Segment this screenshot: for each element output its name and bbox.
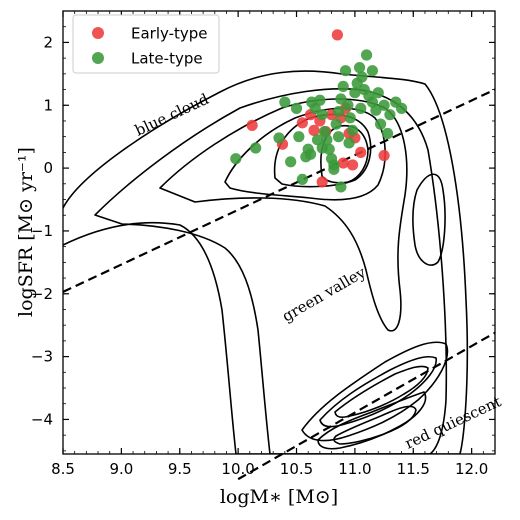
green-valley-label: green valley [279, 263, 369, 326]
point-late-type [384, 109, 396, 121]
point-late-type [374, 118, 387, 130]
point-early-type [296, 117, 308, 129]
point-late-type [250, 142, 262, 154]
point-late-type [285, 156, 297, 168]
plot-frame [62, 10, 496, 455]
x-tick-label: 8.5 [51, 460, 75, 478]
x-axis-title: logM∗ [M⊙] [220, 486, 338, 508]
point-early-type [346, 159, 359, 171]
point-late-type [304, 148, 317, 160]
point-late-type [366, 65, 379, 77]
point-late-type [344, 112, 356, 124]
point-late-type [372, 87, 384, 99]
point-late-type [328, 163, 340, 175]
point-late-type [290, 102, 303, 114]
point-early-type [308, 124, 320, 136]
point-late-type [360, 49, 373, 61]
point-late-type [316, 109, 328, 121]
point-late-type [356, 71, 368, 83]
contour-green-valley [412, 173, 446, 266]
contour-quiescent-5 [333, 405, 417, 445]
point-early-type [337, 157, 349, 169]
point-early-type [355, 146, 367, 158]
legend-marker-early-type [92, 27, 104, 39]
point-late-type [314, 94, 326, 106]
point-late-type [230, 153, 242, 165]
blue-cloud-divider-line [62, 88, 496, 293]
y-axis: 2 1 0 −1 −2 −3 −4 [31, 26, 495, 452]
point-early-type [331, 29, 343, 41]
y-tick-label: −2 [31, 285, 53, 303]
y-tick-label: −1 [31, 222, 53, 240]
point-late-type [378, 99, 390, 111]
x-tick-label: 10.5 [280, 460, 313, 478]
y-tick-label: 1 [43, 96, 53, 114]
y-tick-label: 0 [43, 159, 53, 177]
point-late-type [335, 181, 347, 193]
y-tick-label: −3 [31, 348, 53, 366]
point-late-type [311, 134, 324, 146]
contour-outer [63, 70, 469, 454]
point-late-type [395, 102, 408, 114]
point-late-type [337, 80, 349, 93]
y-tick-label: 2 [43, 33, 53, 51]
red-sequence-divider-line [237, 331, 496, 481]
point-late-type [346, 124, 359, 136]
point-late-type [279, 96, 291, 108]
point-early-type [246, 119, 258, 131]
point-late-type [321, 134, 333, 146]
point-late-type [353, 61, 366, 74]
point-late-type [381, 127, 394, 140]
legend-label-late-type: Late-type [131, 50, 203, 68]
point-late-type [296, 173, 308, 186]
point-late-type [316, 142, 328, 154]
point-late-type [273, 132, 285, 144]
x-tick-label: 11.0 [338, 460, 371, 478]
x-tick-label: 9.5 [168, 460, 192, 478]
x-tick-label: 10.0 [221, 460, 254, 478]
x-tick-label: 11.5 [397, 460, 430, 478]
point-late-type [342, 99, 354, 111]
point-late-type [339, 65, 352, 77]
point-late-type [370, 104, 382, 116]
legend-label-early-type: Early-type [131, 25, 208, 43]
legend-box [72, 14, 220, 74]
legend-marker-late-type [92, 52, 104, 64]
contour-quiescent-2 [319, 355, 437, 428]
point-early-type [378, 149, 390, 162]
point-late-type [293, 131, 305, 143]
y-tick-label: −4 [31, 410, 53, 428]
scatter-points [230, 29, 408, 193]
y-axis-title: logSFR [M⊙ yr⁻¹] [15, 147, 37, 317]
x-tick-label: 12.0 [455, 460, 488, 478]
point-late-type [332, 105, 345, 118]
point-late-type [332, 131, 345, 143]
density-contours [63, 70, 469, 454]
point-late-type [330, 118, 342, 130]
point-late-type [349, 87, 361, 99]
point-early-type [316, 176, 328, 188]
x-tick-label: 9.0 [109, 460, 133, 478]
point-late-type [343, 137, 355, 149]
x-axis: 8.5 9.0 9.5 10.0 10.5 11.0 11.5 12.0 [51, 11, 496, 478]
contour-quiescent-4 [317, 391, 427, 450]
point-late-type [355, 102, 367, 114]
legend: Early-type Late-type [72, 14, 220, 74]
